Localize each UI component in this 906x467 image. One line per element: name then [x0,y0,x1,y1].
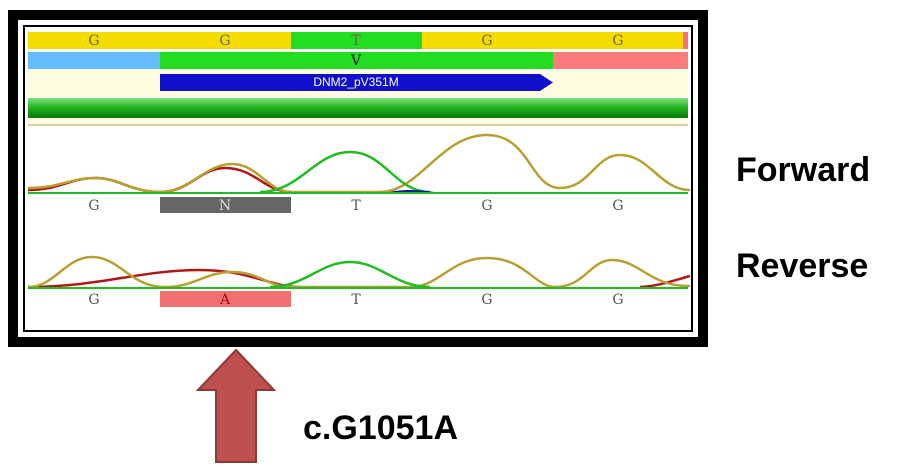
base: G [88,198,99,214]
aa-left [28,52,160,69]
figure: GGTGG V DNM2_pV351M GNTGG GATGG Forward … [0,0,906,467]
feature-label: DNM2_pV351M [313,75,398,89]
base: T [351,198,361,214]
amino-acid: V [350,53,362,69]
base: T [351,292,361,308]
consensus-bar [28,98,688,118]
base: G [481,198,492,214]
forward-label: Forward [736,151,870,189]
mutation-arrow [198,350,274,462]
reverse-label: Reverse [736,247,868,285]
base: G [612,33,623,49]
base: T [351,33,361,49]
aa-right [553,52,688,69]
spacer [28,118,688,124]
base: N [219,198,231,214]
base: G [481,33,492,49]
base: A [219,292,231,308]
base: G [88,33,99,49]
base: G [612,292,623,308]
base: G [219,33,230,49]
base: G [481,292,492,308]
base: G [88,292,99,308]
mutation-label: c.G1051A [303,409,458,447]
base: G [612,198,623,214]
end-mark [683,32,688,49]
